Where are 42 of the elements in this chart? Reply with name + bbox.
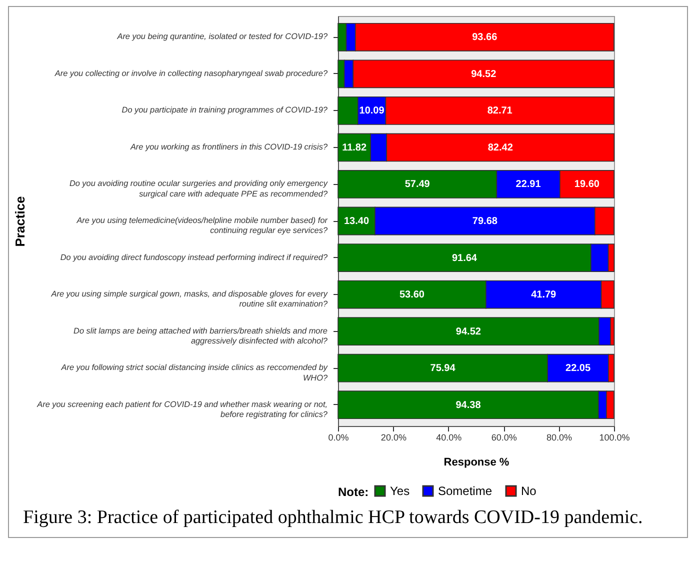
data-label: 53.60	[399, 290, 425, 301]
data-label: 94.52	[471, 68, 497, 80]
legend-label: Sometime	[438, 484, 492, 498]
y-axis-title: Practice	[12, 196, 28, 247]
y-tick-label: Are you using telemedicine(videos/helpline mobile number based) for continuing regular eye services?	[76, 216, 328, 236]
data-label: 79.68	[472, 216, 498, 227]
data-label: 75.94	[430, 363, 456, 374]
x-axis-title: Response %	[444, 456, 510, 468]
x-tick-label: 20.0%	[380, 432, 406, 442]
y-tick-label: Are you being qurantine, isolated or tested for COVID-19?	[116, 32, 328, 42]
data-label: 11.82	[342, 142, 367, 154]
x-tick-label: 40.0%	[436, 432, 462, 442]
caption: Figure 3: Practice of participated ophthalmic HCP towards COVID-19 pandemic.	[23, 506, 644, 530]
x-tick-label: 80.0%	[546, 432, 572, 442]
x-tick-label: 0.0%	[328, 432, 349, 442]
data-label: 57.49	[404, 179, 430, 190]
legend-label: Yes	[390, 484, 410, 498]
data-label: 41.79	[531, 290, 557, 301]
y-tick-label: Are you using simple surgical gown, masks, and disposable gloves for every routine slit examination?	[50, 290, 328, 309]
y-tick-label: Are you collecting or involve in collecting nasopharyngeal swab procedure?	[54, 68, 328, 78]
data-label: 22.05	[566, 363, 591, 374]
y-tick-label: Do slit lamps are being attached with barriers/breath shields and more aggressively disinfected with alcohol?	[74, 326, 328, 346]
y-tick-label: Do you avoiding routine ocular surgeries and providing only emergency surgical care with adequate PPE as recommended?	[69, 179, 328, 198]
legend-title: Note:	[338, 485, 369, 499]
data-label: 82.71	[487, 106, 513, 117]
y-tick-label: Are you screening each patient for COVID-19 and whether mask wearing or not, before registrating for clinics?	[36, 400, 328, 420]
data-label: 94.38	[456, 400, 482, 411]
y-tick-label: Are you following strict social distancing inside clinics as reccomended by WHO?	[60, 363, 328, 382]
y-tick-label: Do you participate in training programmes of COVID-19?	[122, 106, 328, 115]
data-label: 13.40	[344, 216, 370, 227]
data-label: 10.09	[359, 106, 385, 117]
x-tick-label: 60.0%	[491, 432, 517, 442]
data-label: 22.91	[516, 179, 542, 190]
x-tick-label: 100.0%	[599, 432, 630, 442]
data-label: 94.52	[456, 326, 482, 338]
data-label: 19.60	[574, 179, 600, 190]
y-tick-label: Are you working as frontliners in this COVID-19 crisis?	[129, 142, 328, 152]
data-label: 93.66	[472, 32, 498, 44]
data-label: 82.42	[488, 142, 514, 154]
data-label: 91.64	[452, 252, 478, 264]
y-tick-label: Do you avoiding direct fundoscopy instead performing indirect if required?	[60, 252, 328, 262]
legend-label: No	[521, 484, 537, 498]
